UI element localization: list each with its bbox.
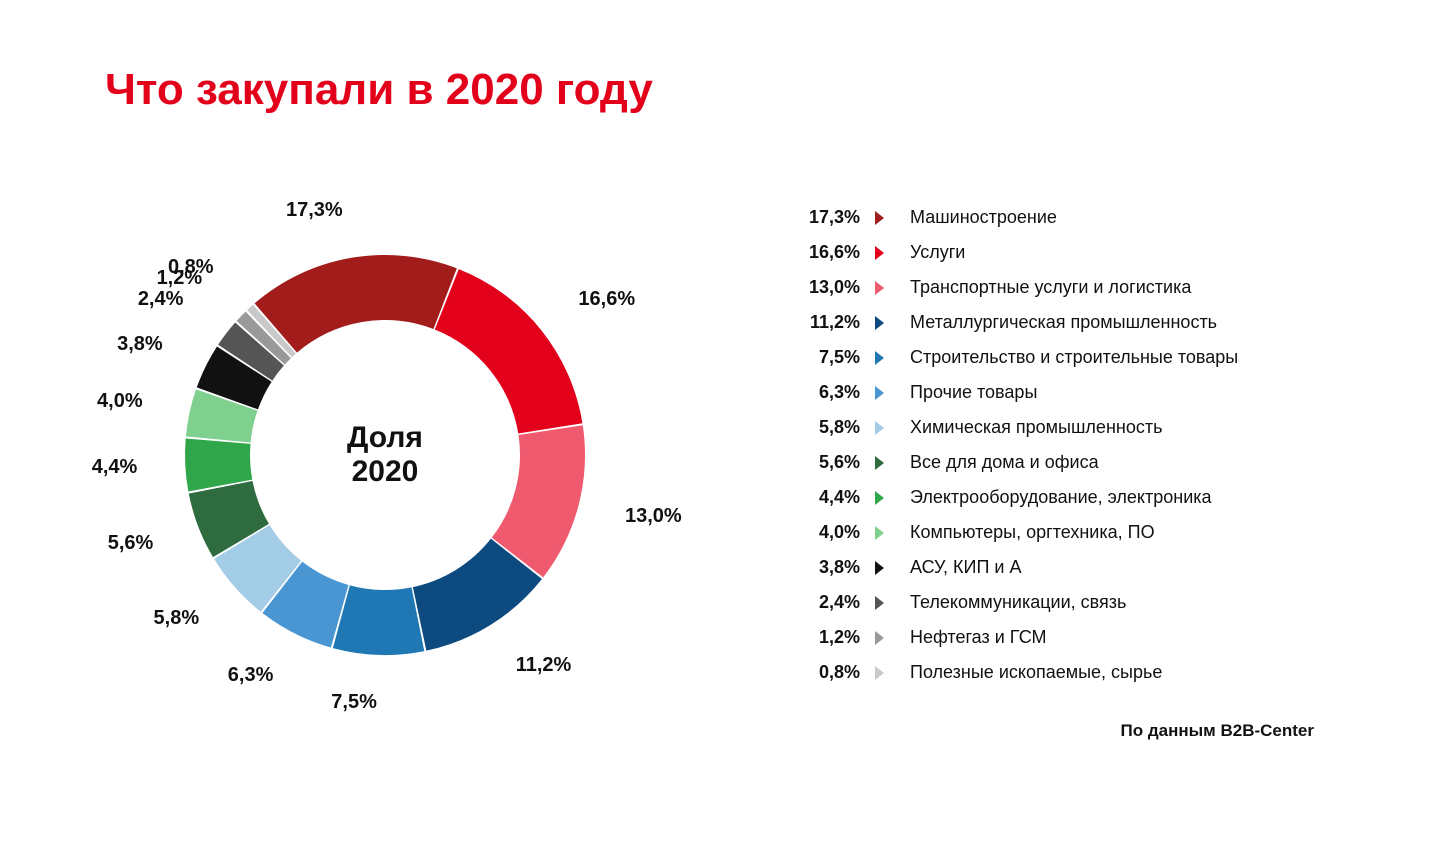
legend-row: 5,6% Все для дома и офиса	[780, 445, 1340, 480]
triangle-right-icon	[872, 628, 886, 648]
triangle-right-icon	[872, 453, 886, 473]
legend-label: Прочие товары	[910, 382, 1037, 403]
legend-percent: 11,2%	[780, 312, 872, 333]
legend-percent: 5,8%	[780, 417, 872, 438]
slice-label: 5,6%	[108, 532, 154, 555]
triangle-right-icon	[872, 313, 886, 333]
legend-label: Услуги	[910, 242, 965, 263]
triangle-right-icon	[872, 418, 886, 438]
donut-slice	[435, 269, 583, 433]
legend-percent: 7,5%	[780, 347, 872, 368]
legend-row: 3,8% АСУ, КИП и А	[780, 550, 1340, 585]
slice-label: 4,4%	[92, 456, 138, 479]
legend-row: 2,4% Телекоммуникации, связь	[780, 585, 1340, 620]
donut-slice	[333, 585, 424, 655]
slice-label: 6,3%	[228, 664, 274, 687]
legend-label: Телекоммуникации, связь	[910, 592, 1126, 613]
legend-label: Компьютеры, оргтехника, ПО	[910, 522, 1155, 543]
legend-label: АСУ, КИП и А	[910, 557, 1021, 578]
legend-label: Машиностроение	[910, 207, 1057, 228]
slice-label: 4,0%	[97, 390, 143, 413]
legend-percent: 3,8%	[780, 557, 872, 578]
triangle-right-icon	[872, 348, 886, 368]
legend-row: 7,5% Строительство и строительные товары	[780, 340, 1340, 375]
slice-label: 7,5%	[331, 691, 377, 714]
legend-label: Нефтегаз и ГСМ	[910, 627, 1047, 648]
legend-percent: 0,8%	[780, 662, 872, 683]
legend-row: 1,2% Нефтегаз и ГСМ	[780, 620, 1340, 655]
triangle-right-icon	[872, 243, 886, 263]
triangle-right-icon	[872, 558, 886, 578]
legend-percent: 2,4%	[780, 592, 872, 613]
slice-label: 2,4%	[138, 288, 184, 311]
donut-svg	[175, 245, 595, 665]
legend-percent: 4,0%	[780, 522, 872, 543]
legend-label: Электрооборудование, электроника	[910, 487, 1212, 508]
legend-label: Все для дома и офиса	[910, 452, 1099, 473]
slice-label: 17,3%	[286, 199, 343, 222]
slice-label: 16,6%	[578, 288, 635, 311]
triangle-right-icon	[872, 383, 886, 403]
slice-label: 3,8%	[117, 333, 163, 356]
legend-percent: 17,3%	[780, 207, 872, 228]
legend: 17,3% Машиностроение 16,6% Услуги 13,0% Транс…	[780, 200, 1340, 690]
chart-title: Что закупали в 2020 году	[105, 65, 653, 115]
legend-row: 17,3% Машиностроение	[780, 200, 1340, 235]
legend-percent: 13,0%	[780, 277, 872, 298]
legend-label: Полезные ископаемые, сырье	[910, 662, 1162, 683]
slice-label: 11,2%	[516, 654, 572, 677]
legend-percent: 1,2%	[780, 627, 872, 648]
legend-percent: 16,6%	[780, 242, 872, 263]
donut-chart: Доля 2020 17,3%16,6%13,0%11,2%7,5%6,3%5,…	[105, 185, 665, 745]
legend-row: 6,3% Прочие товары	[780, 375, 1340, 410]
slice-label: 13,0%	[625, 505, 682, 528]
legend-percent: 4,4%	[780, 487, 872, 508]
slice-label: 5,8%	[154, 607, 200, 630]
legend-label: Химическая промышленность	[910, 417, 1162, 438]
legend-label: Транспортные услуги и логистика	[910, 277, 1191, 298]
legend-row: 4,4% Электрооборудование, электроника	[780, 480, 1340, 515]
legend-row: 11,2% Металлургическая промышленность	[780, 305, 1340, 340]
triangle-right-icon	[872, 663, 886, 683]
legend-percent: 6,3%	[780, 382, 872, 403]
legend-row: 16,6% Услуги	[780, 235, 1340, 270]
legend-label: Строительство и строительные товары	[910, 347, 1238, 368]
source-attribution: По данным B2B-Center	[1121, 721, 1314, 741]
donut-slice	[255, 255, 457, 353]
legend-row: 5,8% Химическая промышленность	[780, 410, 1340, 445]
triangle-right-icon	[872, 208, 886, 228]
slice-label: 0,8%	[168, 256, 214, 279]
triangle-right-icon	[872, 593, 886, 613]
legend-label: Металлургическая промышленность	[910, 312, 1217, 333]
legend-percent: 5,6%	[780, 452, 872, 473]
triangle-right-icon	[872, 278, 886, 298]
legend-row: 4,0% Компьютеры, оргтехника, ПО	[780, 515, 1340, 550]
legend-row: 13,0% Транспортные услуги и логистика	[780, 270, 1340, 305]
legend-row: 0,8% Полезные ископаемые, сырье	[780, 655, 1340, 690]
triangle-right-icon	[872, 488, 886, 508]
triangle-right-icon	[872, 523, 886, 543]
